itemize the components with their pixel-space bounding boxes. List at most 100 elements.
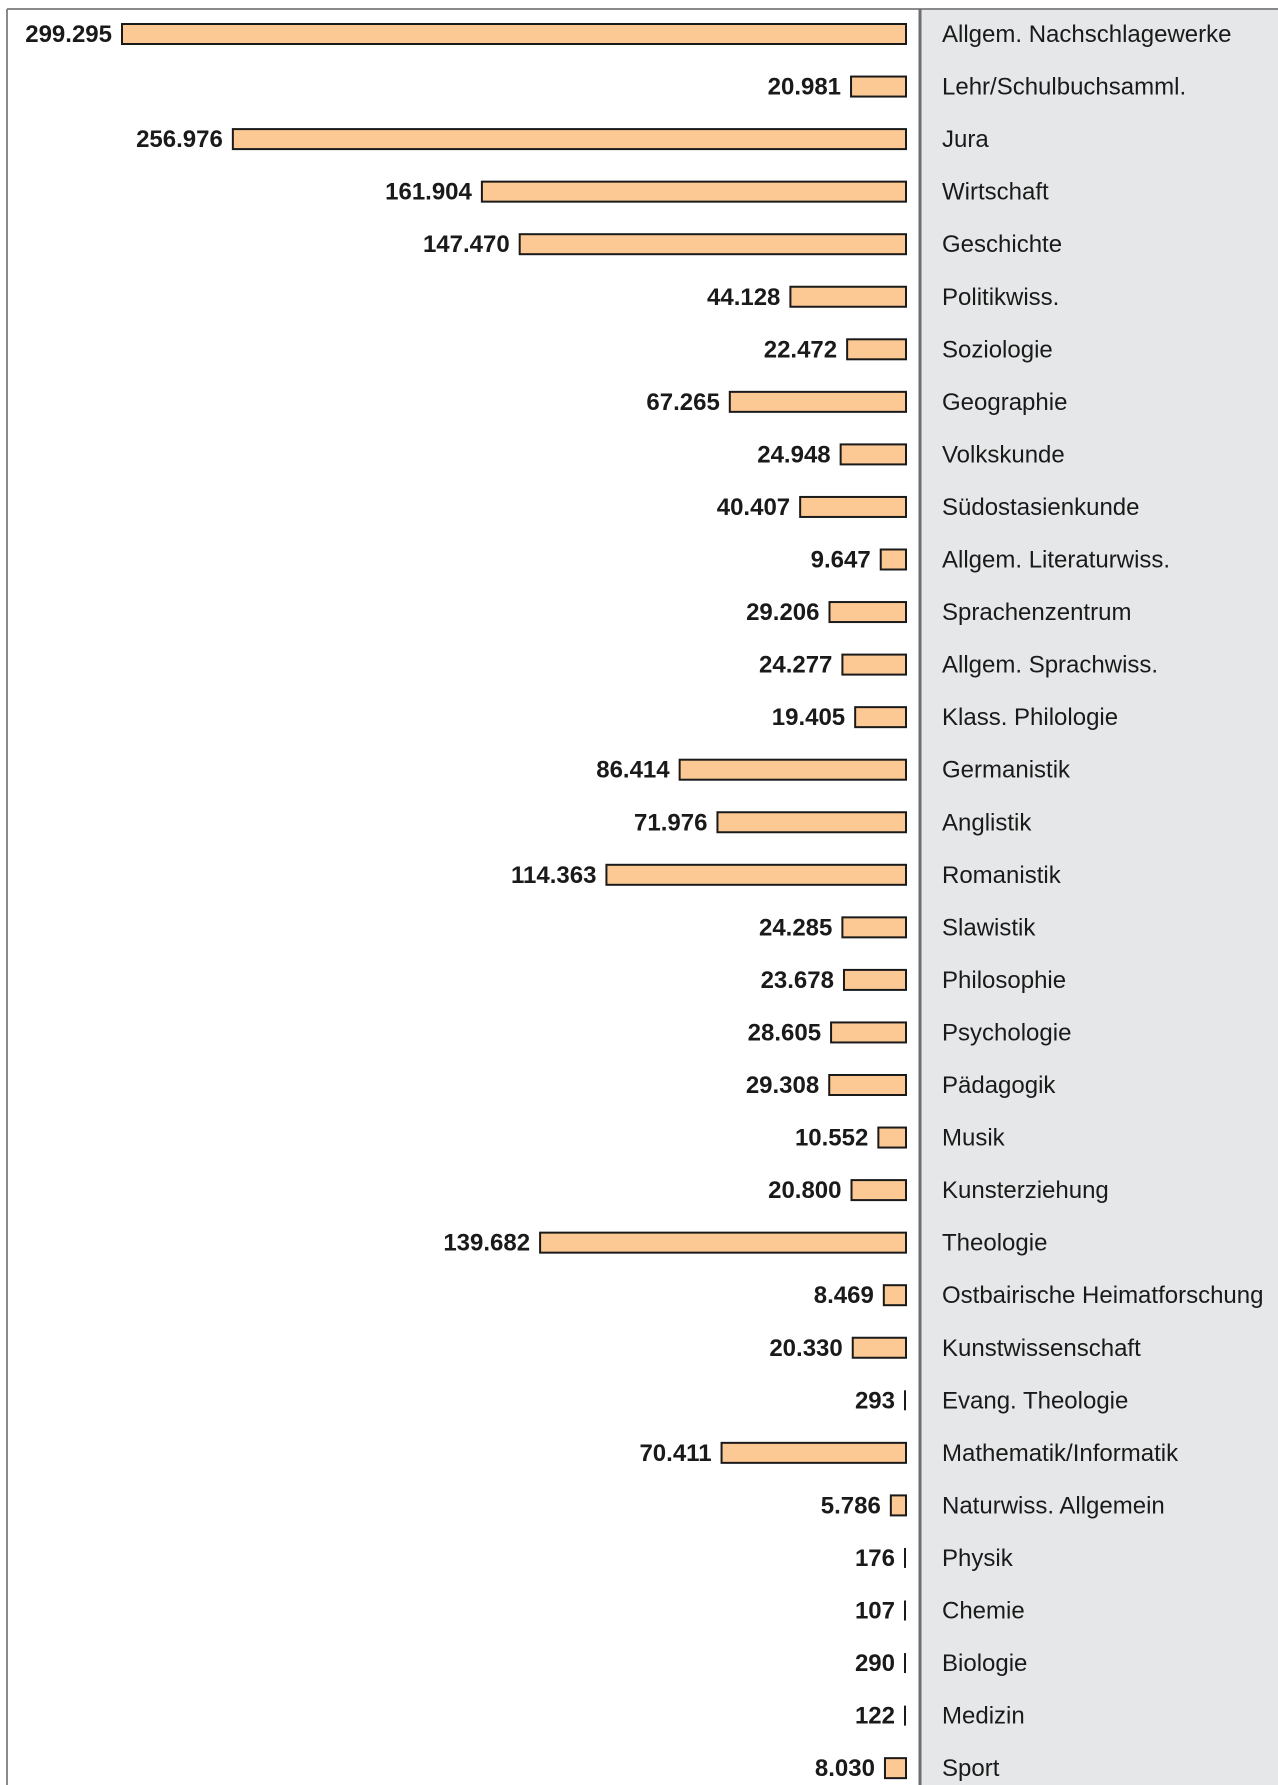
category-label: Kunstwissenschaft xyxy=(942,1335,1141,1362)
category-label: Germanistik xyxy=(942,757,1071,784)
category-label: Allgem. Sprachwiss. xyxy=(942,652,1158,679)
bar xyxy=(851,1336,908,1359)
bar-value-label: 8.030 xyxy=(815,1755,875,1782)
category-label: Volkskunde xyxy=(942,441,1065,468)
bar-value-label: 139.682 xyxy=(443,1230,530,1257)
category-label: Anglistik xyxy=(942,809,1032,836)
category-label: Jura xyxy=(942,126,989,153)
bar-value-label: 22.472 xyxy=(764,336,837,363)
bar-value-label: 114.363 xyxy=(511,862,596,889)
category-label: Mathematik/Informatik xyxy=(942,1440,1179,1467)
bar-value-label: 40.407 xyxy=(717,494,790,521)
bars-layer xyxy=(121,23,908,1780)
category-label: Soziologie xyxy=(942,336,1053,363)
bar-value-label: 122 xyxy=(855,1703,895,1730)
category-label: Theologie xyxy=(942,1230,1047,1257)
bar-value-label: 29.308 xyxy=(746,1072,819,1099)
category-label: Geschichte xyxy=(942,231,1062,258)
bar-value-label: 161.904 xyxy=(385,179,472,206)
category-label: Allgem. Literaturwiss. xyxy=(942,547,1170,574)
bar-value-label: 10.552 xyxy=(795,1125,868,1152)
bar xyxy=(828,601,907,624)
bar-value-label: 24.277 xyxy=(759,652,832,679)
category-label: Psychologie xyxy=(942,1019,1071,1046)
bar xyxy=(841,653,908,676)
category-label: Geographie xyxy=(942,389,1067,416)
category-label: Chemie xyxy=(942,1598,1025,1625)
bar xyxy=(539,1231,907,1254)
bar xyxy=(789,285,907,308)
bar-value-label: 20.800 xyxy=(768,1177,841,1204)
bar xyxy=(850,1179,908,1202)
bar xyxy=(842,968,907,991)
category-label: Ostbairische Heimatforschung xyxy=(942,1282,1263,1309)
bar xyxy=(480,180,907,203)
bar-value-label: 28.605 xyxy=(748,1019,821,1046)
category-label: Slawistik xyxy=(942,914,1036,941)
category-label-panel xyxy=(921,9,1278,1785)
value-labels-layer: 299.295 20.981 256.976 161.904 147.470 44.128… xyxy=(25,21,895,1782)
bar xyxy=(830,1021,908,1044)
bar-value-label: 293 xyxy=(855,1387,895,1414)
bar xyxy=(882,1284,908,1307)
bar xyxy=(720,1441,907,1464)
bar xyxy=(518,233,907,256)
category-label: Medizin xyxy=(942,1703,1025,1730)
category-label: Musik xyxy=(942,1125,1006,1152)
bar-value-label: 86.414 xyxy=(596,757,670,784)
category-label: Sport xyxy=(942,1755,1000,1782)
category-labels-layer: Allgem. Nachschlagewerke Lehr/Schulbuchsa… xyxy=(942,21,1263,1782)
category-label: Biologie xyxy=(942,1650,1027,1677)
bar-value-label: 24.948 xyxy=(757,441,830,468)
bar-value-label: 71.976 xyxy=(634,809,707,836)
bar-value-label: 107 xyxy=(855,1598,895,1625)
bar xyxy=(231,128,907,151)
category-label: Pädagogik xyxy=(942,1072,1056,1099)
bar-value-label: 290 xyxy=(855,1650,895,1677)
bar-value-label: 20.981 xyxy=(768,74,841,101)
bar xyxy=(716,811,907,834)
bar-value-label: 9.647 xyxy=(811,547,871,574)
bar-value-label: 44.128 xyxy=(707,284,780,311)
category-label: Wirtschaft xyxy=(942,179,1049,206)
bar xyxy=(605,863,907,886)
bar-value-label: 67.265 xyxy=(646,389,719,416)
category-label: Politikwiss. xyxy=(942,284,1059,311)
category-label: Allgem. Nachschlagewerke xyxy=(942,21,1231,48)
bar xyxy=(728,390,907,413)
bar-value-label: 23.678 xyxy=(761,967,834,994)
category-label: Südostasienkunde xyxy=(942,494,1139,521)
bar-value-label: 20.330 xyxy=(769,1335,842,1362)
bar-value-label: 5.786 xyxy=(821,1492,881,1519)
bar-value-label: 176 xyxy=(855,1545,895,1572)
category-label: Kunsterziehung xyxy=(942,1177,1109,1204)
category-label: Philosophie xyxy=(942,967,1066,994)
category-label: Physik xyxy=(942,1545,1014,1572)
bar xyxy=(799,495,907,518)
bar xyxy=(678,758,907,781)
bar xyxy=(850,75,908,98)
category-label: Lehr/Schulbuchsamml. xyxy=(942,74,1186,101)
bar xyxy=(828,1074,908,1096)
bar-value-label: 147.470 xyxy=(423,231,510,258)
bar-value-label: 29.206 xyxy=(746,599,819,626)
bar xyxy=(877,1126,907,1149)
bar xyxy=(854,706,908,729)
bar-value-label: 299.295 xyxy=(25,21,112,48)
bar xyxy=(841,916,907,939)
bar xyxy=(121,23,907,45)
bar xyxy=(889,1494,907,1517)
category-label: Romanistik xyxy=(942,862,1062,889)
bar xyxy=(846,338,907,361)
bar xyxy=(839,443,907,466)
bar-value-label: 256.976 xyxy=(136,126,223,153)
category-label: Klass. Philologie xyxy=(942,704,1118,731)
bar-value-label: 19.405 xyxy=(772,704,845,731)
bar xyxy=(879,548,908,571)
category-label: Naturwiss. Allgemein xyxy=(942,1492,1165,1519)
bar xyxy=(883,1757,908,1780)
bar-value-label: 8.469 xyxy=(814,1282,874,1309)
bar-value-label: 70.411 xyxy=(639,1440,711,1467)
